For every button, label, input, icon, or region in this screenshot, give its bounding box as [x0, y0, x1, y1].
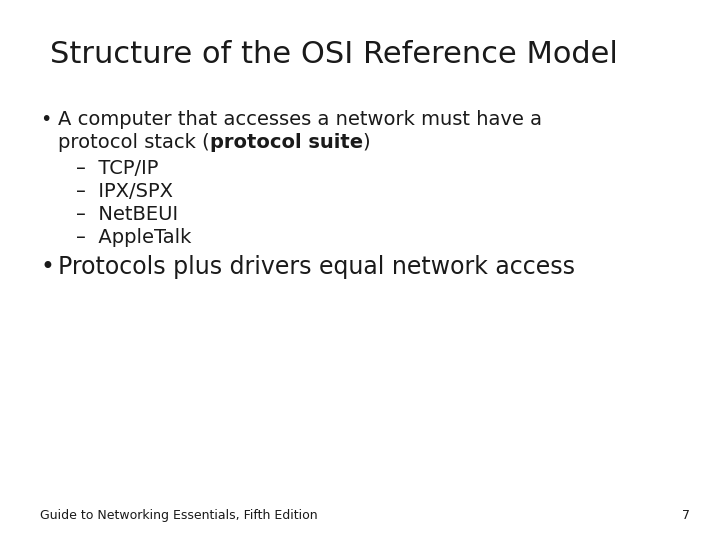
Text: 7: 7: [682, 509, 690, 522]
Text: –  AppleTalk: – AppleTalk: [76, 228, 192, 247]
Text: Guide to Networking Essentials, Fifth Edition: Guide to Networking Essentials, Fifth Ed…: [40, 509, 318, 522]
Text: Structure of the OSI Reference Model: Structure of the OSI Reference Model: [50, 40, 618, 69]
Text: •: •: [40, 110, 51, 129]
Text: –  TCP/IP: – TCP/IP: [76, 159, 158, 178]
Text: A computer that accesses a network must have a: A computer that accesses a network must …: [58, 110, 542, 129]
Text: •: •: [40, 255, 54, 279]
Text: Protocols plus drivers equal network access: Protocols plus drivers equal network acc…: [58, 255, 575, 279]
Text: protocol suite: protocol suite: [210, 133, 363, 152]
Text: –  IPX/SPX: – IPX/SPX: [76, 182, 173, 201]
Text: ): ): [363, 133, 370, 152]
Text: –  NetBEUI: – NetBEUI: [76, 205, 178, 224]
Text: protocol stack (: protocol stack (: [58, 133, 210, 152]
